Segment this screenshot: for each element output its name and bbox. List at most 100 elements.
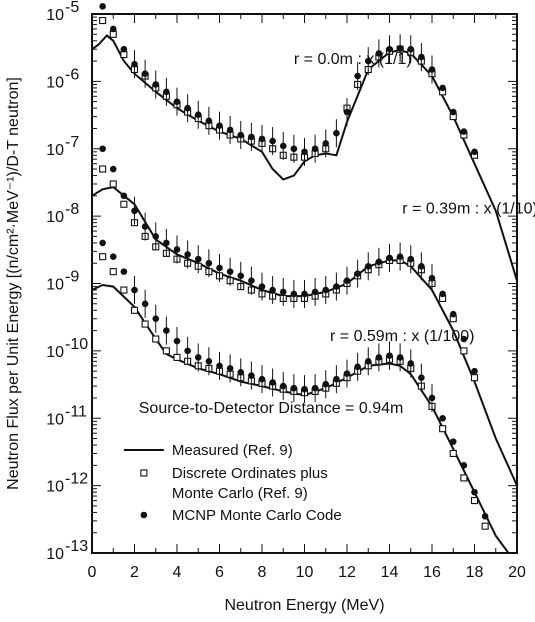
mcnp-point	[99, 239, 106, 247]
mcnp-point	[258, 135, 266, 143]
discrete-ordinates-point	[141, 320, 149, 328]
plot-data	[91, 3, 518, 554]
y-tick-label: 10	[46, 74, 64, 91]
mcnp-point	[407, 255, 415, 263]
mcnp-point	[354, 270, 361, 277]
mcnp-point	[258, 375, 266, 383]
y-tick-label: 10	[46, 546, 64, 563]
mcnp-point	[439, 84, 446, 92]
curve-annotation: r = 0.59m : x (1/100)	[330, 328, 475, 345]
mcnp-point	[364, 57, 372, 65]
mcnp-point	[163, 239, 170, 247]
legend-label: MCNP Monte Carlo Code	[172, 507, 342, 524]
curve-annotation: r = 0.39m : x (1/10)	[402, 200, 535, 217]
mcnp-point	[418, 374, 425, 381]
mcnp-point	[237, 369, 245, 376]
mcnp-point	[131, 286, 138, 294]
x-tick-label: 2	[130, 564, 139, 581]
mcnp-point	[109, 253, 117, 260]
mcnp-point	[322, 380, 330, 388]
discrete-ordinates-point	[481, 522, 489, 530]
x-tick-label: 16	[423, 564, 441, 581]
mcnp-point	[449, 438, 457, 445]
y-tick-label: 10	[46, 411, 64, 428]
mcnp-point	[269, 286, 276, 294]
mcnp-point	[141, 223, 149, 230]
discrete-ordinates-point	[99, 16, 107, 25]
discrete-ordinates-point	[109, 268, 117, 276]
mcnp-point	[375, 50, 383, 57]
mcnp-point	[248, 372, 255, 379]
mcnp-point	[333, 283, 340, 290]
y-tick-exponent: -13	[65, 538, 88, 555]
discrete-ordinates-point	[109, 180, 117, 188]
discrete-ordinates-point	[99, 165, 107, 173]
mcnp-point	[460, 335, 468, 343]
mcnp-point	[120, 192, 128, 200]
mcnp-point	[439, 290, 446, 298]
curve-annotations: r = 0.0m : x (1/1) r = 0.39m : x (1/10) r …	[139, 51, 535, 417]
x-tick-label: 20	[508, 564, 526, 581]
discrete-ordinates-point	[460, 347, 468, 355]
mcnp-point	[396, 44, 404, 52]
mcnp-point	[120, 45, 128, 53]
mcnp-point	[248, 133, 255, 141]
y-tick-label: 10	[46, 209, 64, 226]
mcnp-point	[301, 148, 308, 156]
mcnp-point	[99, 3, 106, 10]
mcnp-point	[471, 367, 478, 375]
mcnp-point	[290, 290, 298, 298]
mcnp-point	[375, 258, 383, 266]
mcnp-point	[364, 358, 372, 365]
mcnp-point	[290, 384, 298, 392]
mcnp-point	[216, 122, 223, 129]
discrete-ordinates-point	[152, 335, 160, 343]
mcnp-point	[460, 128, 468, 135]
y-tick-exponent: -5	[65, 0, 79, 16]
legend: Measured (Ref. 9) Discrete Ordinates plus…	[123, 442, 342, 524]
y-axis-label: Neutron Flux per Unit Energy [(n/cm²·MeV…	[5, 77, 22, 490]
mcnp-point	[258, 283, 266, 290]
mcnp-point	[333, 375, 340, 383]
mcnp-point	[471, 488, 478, 496]
discrete-ordinates-point	[470, 374, 479, 382]
mcnp-point	[141, 300, 149, 308]
legend-label: Monte Carlo (Ref. 9)	[172, 485, 308, 502]
mcnp-point	[237, 131, 245, 139]
mcnp-point	[226, 365, 234, 372]
mcnp-point	[428, 66, 436, 73]
x-tick-label: 18	[466, 564, 484, 581]
mcnp-point	[354, 363, 361, 371]
mcnp-point	[184, 251, 191, 258]
mcnp-point	[99, 145, 106, 153]
x-axis-label: Neutron Energy (MeV)	[224, 597, 384, 614]
y-tick-label: 10	[46, 277, 64, 294]
y-tick-exponent: -6	[65, 66, 79, 83]
y-tick-label: 10	[46, 479, 64, 496]
y-tick-exponent: -8	[65, 201, 79, 218]
x-tick-label: 0	[88, 564, 97, 581]
legend-dot-swatch	[140, 511, 148, 519]
discrete-ordinates-point	[460, 474, 468, 482]
x-tick-labels: 0 2 4 6 8 10 12 14 16 18 20	[88, 564, 526, 581]
x-tick-label: 8	[258, 564, 267, 581]
mcnp-point	[248, 277, 255, 285]
discrete-ordinates-point	[120, 286, 128, 294]
mcnp-point	[131, 60, 138, 68]
mcnp-point	[141, 70, 149, 77]
mcnp-point	[343, 277, 351, 285]
curve-annotation: Source-to-Detector Distance = 0.94m	[139, 400, 404, 417]
legend-square-swatch	[140, 469, 148, 477]
mcnp-point	[301, 290, 308, 298]
mcnp-point	[460, 462, 468, 469]
mcnp-point	[216, 264, 223, 272]
mcnp-point	[311, 288, 319, 296]
mcnp-point	[375, 354, 383, 361]
mcnp-point	[131, 207, 138, 215]
mcnp-point	[343, 108, 351, 116]
y-tick-exponent: -7	[65, 134, 79, 151]
mcnp-point	[407, 360, 415, 367]
mcnp-point	[109, 25, 117, 33]
